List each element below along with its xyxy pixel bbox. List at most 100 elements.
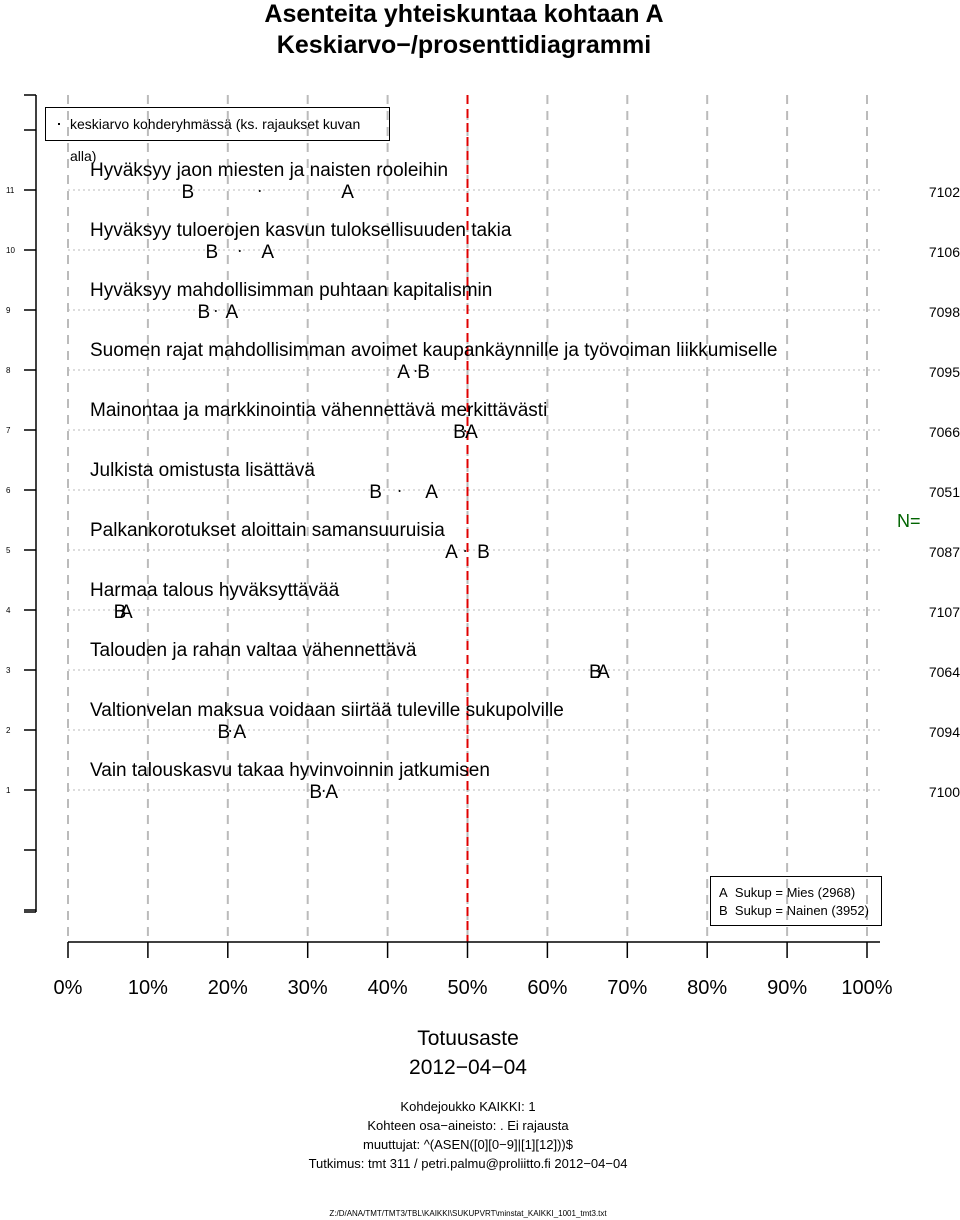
n-value: 7095 bbox=[929, 364, 960, 380]
item-label: Harmaa talous hyväksyttävää bbox=[90, 580, 340, 601]
point-b: B bbox=[217, 722, 230, 743]
row-index-label: 10 bbox=[6, 246, 15, 255]
item-label: Mainontaa ja markkinointia vähennettävä … bbox=[90, 400, 547, 421]
point-b: B bbox=[205, 242, 218, 263]
mean-point bbox=[414, 370, 417, 372]
point-a: A bbox=[465, 422, 478, 443]
row-index-label: 7 bbox=[6, 426, 11, 435]
x-tick-label: 10% bbox=[128, 977, 168, 999]
mean-point bbox=[464, 430, 467, 432]
row-index-label: 11 bbox=[6, 186, 15, 195]
legend-label-b: Sukup = Nainen (3952) bbox=[734, 903, 869, 918]
frame-layer bbox=[24, 94, 880, 943]
x-tick-label: 80% bbox=[687, 977, 727, 999]
point-a: A bbox=[120, 602, 133, 623]
point-a: A bbox=[341, 182, 354, 203]
point-a: A bbox=[597, 662, 610, 683]
footer-line: Kohteen osa−aineisto: . Ei rajausta bbox=[367, 1118, 569, 1133]
n-value: 7100 bbox=[929, 784, 960, 800]
point-a: A bbox=[425, 482, 438, 503]
x-tick-label: 30% bbox=[288, 977, 328, 999]
item-label: Valtionvelan maksua voidaan siirtää tule… bbox=[90, 700, 564, 721]
row-index-label: 9 bbox=[6, 306, 11, 315]
x-tick-label: 20% bbox=[208, 977, 248, 999]
point-b: B bbox=[197, 302, 210, 323]
mean-point bbox=[398, 490, 401, 492]
point-a: A bbox=[233, 722, 246, 743]
row-index-label: 4 bbox=[6, 606, 11, 615]
row-index-label: 8 bbox=[6, 366, 11, 375]
chart-title: Asenteita yhteiskuntaa kohtaan A bbox=[264, 0, 664, 28]
n-value: 7106 bbox=[929, 244, 960, 260]
point-b: B bbox=[453, 422, 466, 443]
footer-line: muuttujat: ^(ASEN([0][0−9]|[1][12]))$ bbox=[363, 1137, 573, 1152]
item-label: Talouden ja rahan valtaa vähennettävä bbox=[90, 640, 417, 661]
point-b: B bbox=[589, 662, 602, 683]
row-index-label: 6 bbox=[6, 486, 11, 495]
point-a: A bbox=[445, 542, 458, 563]
legend-item-a: A Sukup = Mies (2968) bbox=[719, 884, 881, 902]
row-index-label: 1 bbox=[6, 786, 11, 795]
footer-line: Tutkimus: tmt 311 / petri.palmu@proliitt… bbox=[308, 1156, 628, 1171]
n-value: 7107 bbox=[929, 604, 960, 620]
n-value: 7066 bbox=[929, 424, 960, 440]
chart-subtitle: Keskiarvo−/prosenttidiagrammi bbox=[276, 31, 652, 59]
chart-plot: 0% 10% 20% 30% 40% 50% 60% 70% 80% 90% 100% 11 Hyvä… bbox=[6, 94, 960, 999]
legend-item-b: B Sukup = Nainen (3952) bbox=[719, 902, 881, 920]
mean-point bbox=[214, 310, 217, 312]
legend-marker-a: A bbox=[719, 885, 728, 900]
n-value: 7102 bbox=[929, 184, 960, 200]
mean-point bbox=[229, 730, 232, 732]
rows-layer: 11 Hyväksyy jaon miesten ja naisten roole… bbox=[6, 160, 960, 803]
row-index-label: 5 bbox=[6, 546, 11, 555]
legend-label-a: Sukup = Mies (2968) bbox=[734, 885, 856, 900]
x-tick-label: 40% bbox=[368, 977, 408, 999]
x-axis-title: Totuusaste bbox=[417, 1027, 519, 1050]
x-tick-label: 70% bbox=[607, 977, 647, 999]
grid-layer bbox=[24, 95, 880, 942]
point-a: A bbox=[325, 782, 338, 803]
legend-box-mean: keskiarvo kohderyhmässä (ks. rajaukset k… bbox=[45, 107, 390, 164]
item-label: Palkankorotukset aloittain samansuuruisi… bbox=[90, 520, 445, 541]
mean-dot-icon bbox=[58, 123, 60, 125]
point-b: B bbox=[182, 182, 195, 203]
item-label: Julkista omistusta lisättävä bbox=[90, 460, 315, 481]
row-index-label: 2 bbox=[6, 726, 11, 735]
x-tick-label: 0% bbox=[54, 977, 83, 999]
item-label: Hyväksyy jaon miesten ja naisten rooleih… bbox=[90, 160, 448, 181]
item-label: Hyväksyy mahdollisimman puhtaan kapitali… bbox=[90, 280, 492, 301]
item-label: Suomen rajat mahdollisimman avoimet kaup… bbox=[90, 340, 777, 361]
x-tick-label: 90% bbox=[767, 977, 807, 999]
point-a: A bbox=[225, 302, 238, 323]
file-path: Z:/D/ANA/TMT/TMT3/TBL\KAIKKI\SUKUPVRT\mi… bbox=[329, 1209, 607, 1218]
n-value: 7094 bbox=[929, 724, 960, 740]
item-label: Vain talouskasvu takaa hyvinvoinnin jatk… bbox=[90, 760, 490, 781]
mean-point bbox=[121, 610, 124, 612]
x-tick-label: 50% bbox=[447, 977, 487, 999]
x-axis: 0% 10% 20% 30% 40% 50% 60% 70% 80% 90% 100% bbox=[54, 942, 893, 999]
legend-box-groups: A Sukup = Mies (2968) B Sukup = Nainen (… bbox=[710, 876, 882, 926]
x-tick-label: 100% bbox=[841, 977, 892, 999]
footer-line: Kohdejoukko KAIKKI: 1 bbox=[400, 1099, 536, 1114]
point-a: A bbox=[261, 242, 274, 263]
n-value: 7051 bbox=[929, 484, 960, 500]
footer-notes: Kohdejoukko KAIKKI: 1 Kohteen osa−aineis… bbox=[0, 1097, 936, 1173]
point-b: B bbox=[477, 542, 490, 563]
point-b: B bbox=[114, 602, 127, 623]
legend-mean-label: keskiarvo kohderyhmässä (ks. rajaukset k… bbox=[70, 116, 361, 164]
n-label: N= bbox=[897, 511, 921, 531]
mean-point bbox=[464, 550, 467, 552]
mean-point bbox=[258, 190, 261, 192]
x-tick-label: 60% bbox=[527, 977, 567, 999]
chart-date: 2012−04−04 bbox=[409, 1056, 527, 1079]
n-value: 7098 bbox=[929, 304, 960, 320]
point-b: B bbox=[369, 482, 382, 503]
legend-marker-b: B bbox=[719, 903, 728, 918]
point-a: A bbox=[397, 362, 410, 383]
item-label: Hyväksyy tuloerojen kasvun tuloksellisuu… bbox=[90, 220, 512, 241]
point-b: B bbox=[309, 782, 322, 803]
n-value: 7064 bbox=[929, 664, 960, 680]
mean-point bbox=[322, 790, 325, 792]
point-b: B bbox=[417, 362, 430, 383]
mean-point bbox=[238, 250, 241, 252]
